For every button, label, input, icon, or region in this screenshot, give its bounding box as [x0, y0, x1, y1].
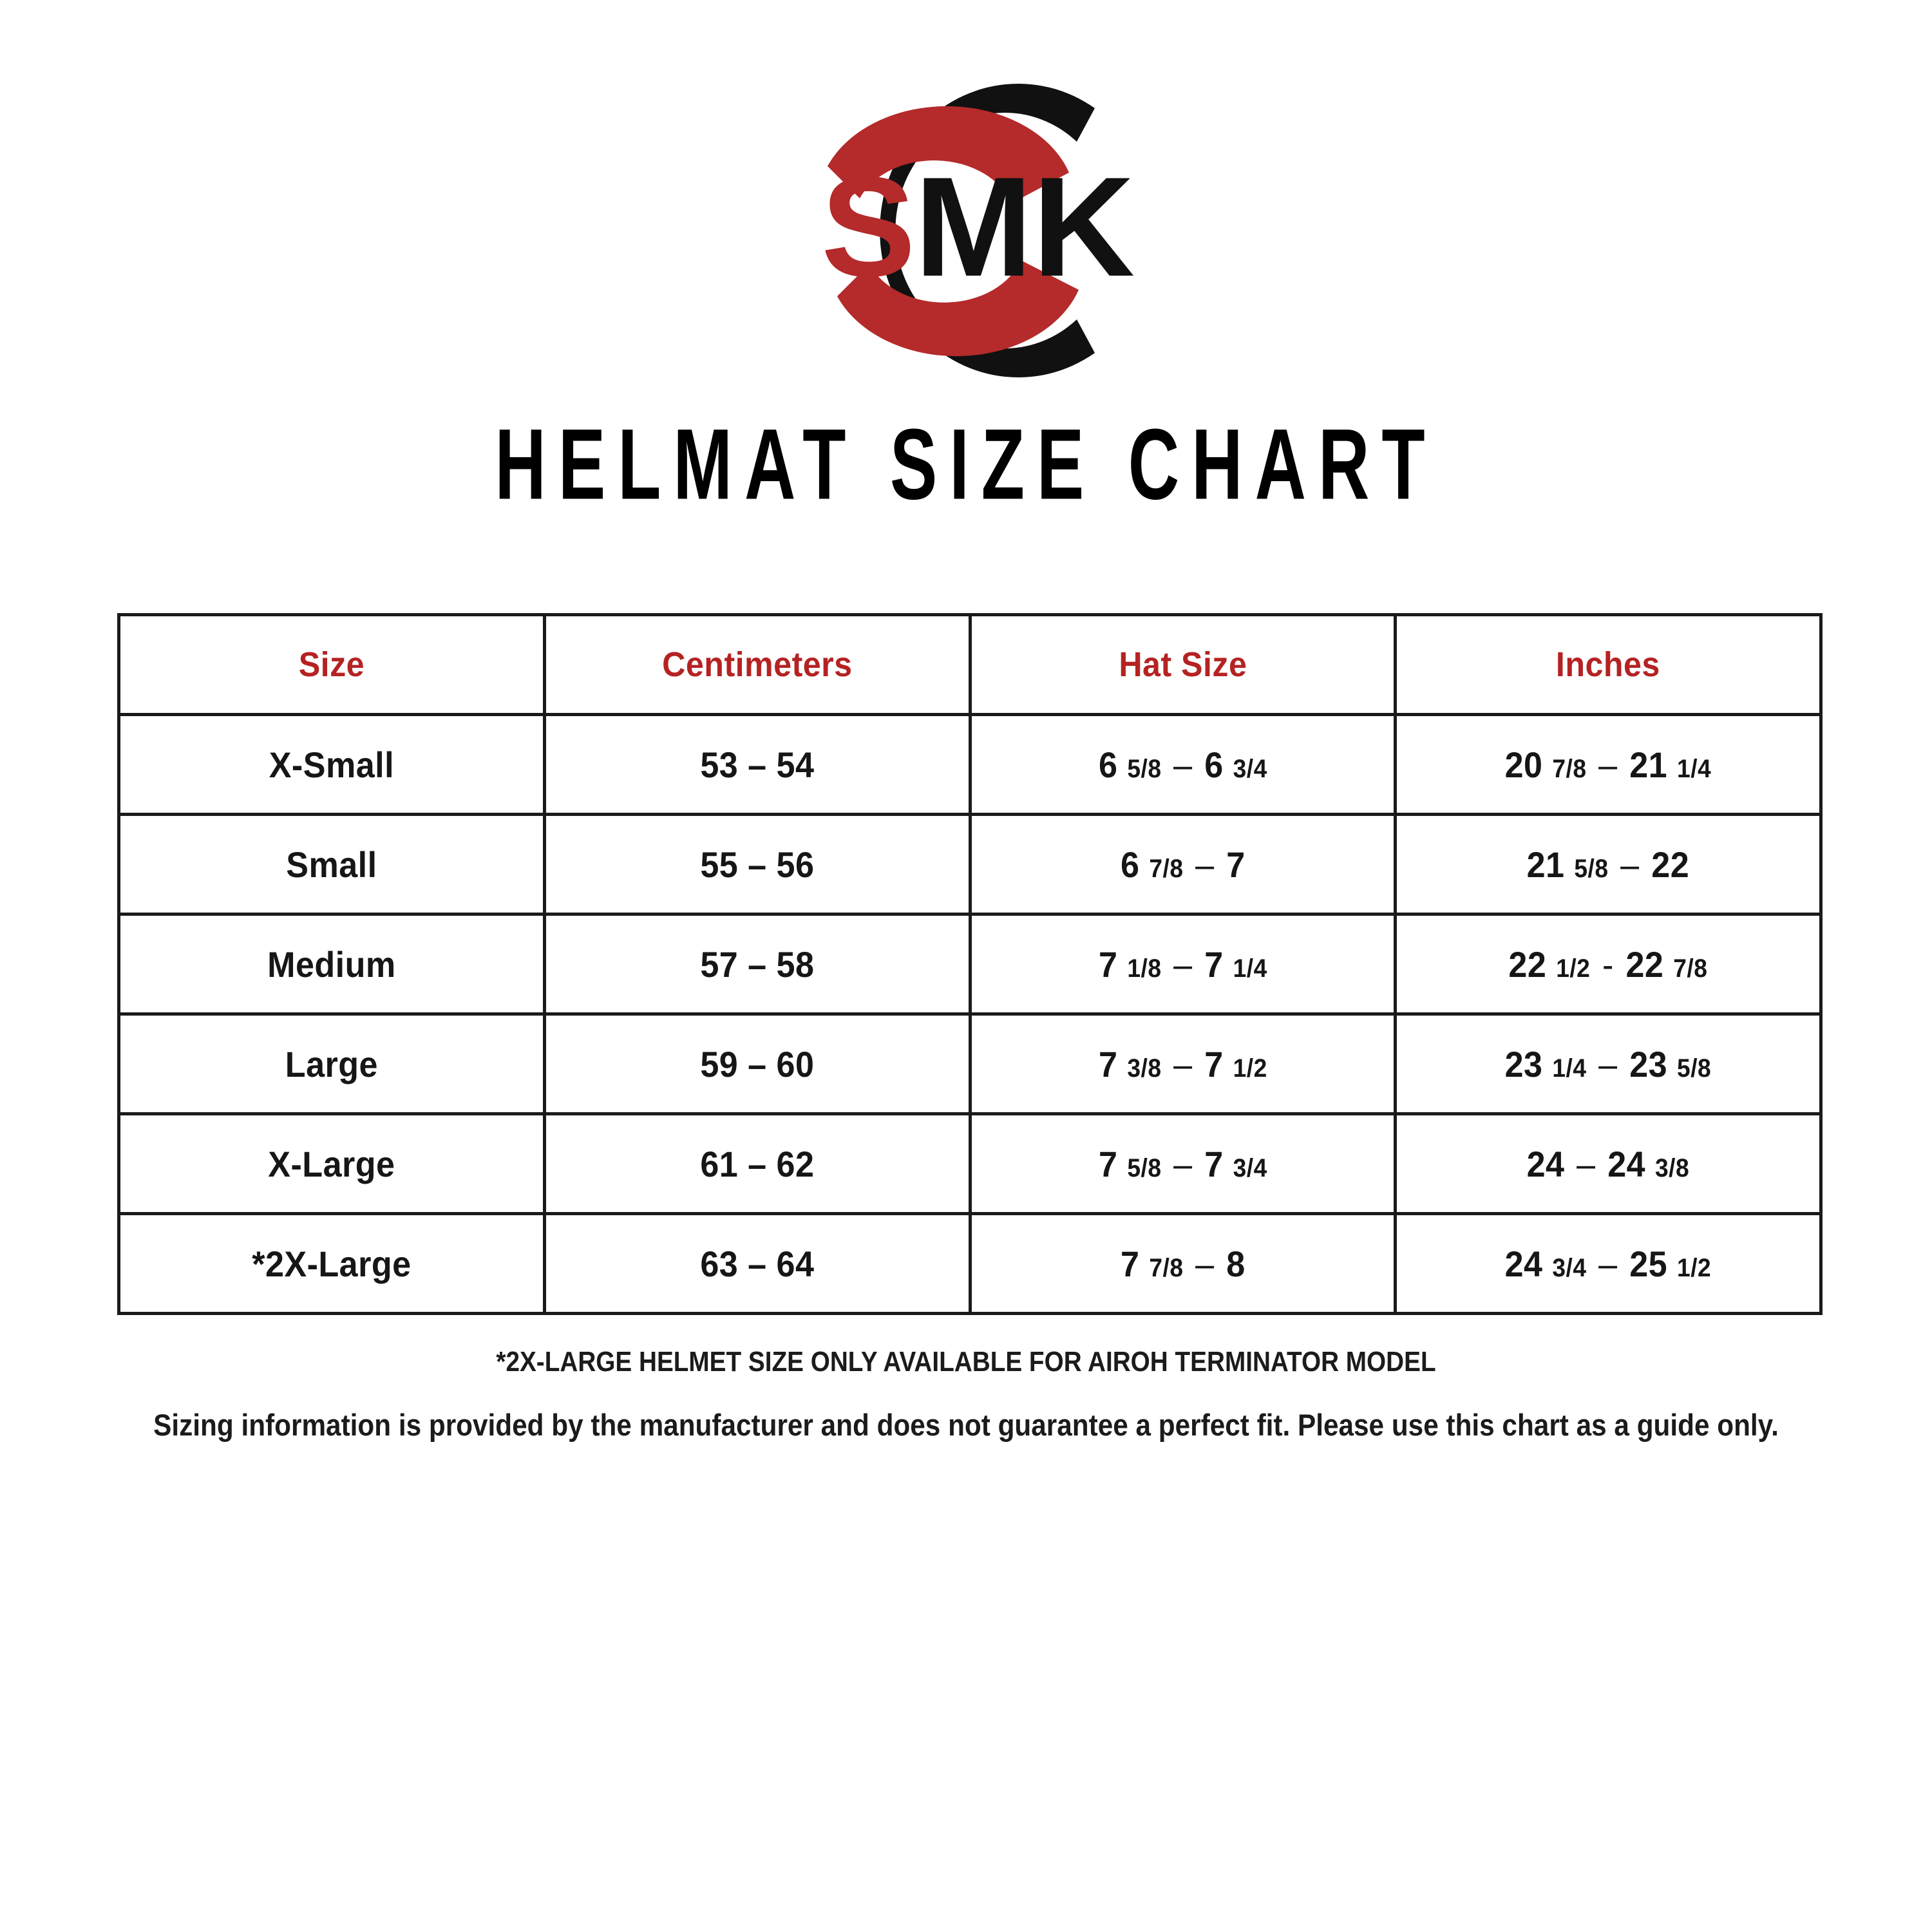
- cell-size-label: Medium: [267, 943, 396, 985]
- cell-inches: 24 3/4 – 25 1/2: [1394, 1212, 1823, 1315]
- cell-hat-size-value: 7 5/8 – 7 3/4: [1098, 1143, 1267, 1184]
- cell-centimeters: 53 – 54: [542, 713, 972, 816]
- cell-centimeters: 57 – 58: [542, 913, 972, 1016]
- cell-inches-value: 24 3/4 – 25 1/2: [1504, 1243, 1712, 1284]
- footnote-availability: *2X-LARGE HELMET SIZE ONLY AVAILABLE FOR…: [496, 1346, 1436, 1378]
- cell-centimeters-value: 55 – 56: [700, 844, 815, 885]
- column-header-hat-size-label: Hat Size: [1118, 645, 1247, 684]
- cell-size: Medium: [117, 913, 546, 1016]
- helmet-size-table: Size Centimeters Hat Size Inches X-Small…: [117, 613, 1823, 1315]
- cell-centimeters-value: 63 – 64: [700, 1243, 815, 1284]
- cell-inches: 22 1/2 - 22 7/8: [1394, 913, 1823, 1016]
- table-body: X-Small 53 – 54 6 5/8 – 6 3/4 20 7/8 – 21 1…: [117, 713, 1823, 1315]
- cell-inches-value: 21 5/8 – 22: [1526, 844, 1690, 885]
- column-header-centimeters: Centimeters: [542, 613, 972, 716]
- cell-hat-size: 7 1/8 – 7 1/4: [968, 913, 1397, 1016]
- cell-size-label: X-Large: [268, 1143, 395, 1184]
- table-row: Medium 57 – 58 7 1/8 – 7 1/4 22 1/2 - 22 7/…: [117, 913, 1823, 1016]
- column-header-size-label: Size: [298, 645, 365, 684]
- cell-inches: 23 1/4 – 23 5/8: [1394, 1012, 1823, 1115]
- cell-size-label: X-Small: [269, 744, 395, 785]
- brand-logo: S MK: [0, 0, 1932, 392]
- table-row: X-Small 53 – 54 6 5/8 – 6 3/4 20 7/8 – 21 1…: [117, 713, 1823, 816]
- table-header-row: Size Centimeters Hat Size Inches: [117, 613, 1823, 716]
- logo-letters-mk: MK: [914, 147, 1135, 306]
- cell-inches: 24 – 24 3/8: [1394, 1112, 1823, 1215]
- cell-inches-value: 22 1/2 - 22 7/8: [1508, 943, 1708, 985]
- cell-centimeters: 61 – 62: [542, 1112, 972, 1215]
- cell-centimeters-value: 61 – 62: [700, 1143, 815, 1184]
- cell-hat-size: 6 7/8 – 7: [968, 813, 1397, 916]
- cell-hat-size: 6 5/8 – 6 3/4: [968, 713, 1397, 816]
- logo-red-arc-top: [828, 106, 1069, 204]
- page-title: HELMAT SIZE CHART: [495, 408, 1437, 521]
- cell-centimeters: 55 – 56: [542, 813, 972, 916]
- table-row: *2X-Large 63 – 64 7 7/8 – 8 24 3/4 – 25 1/2: [117, 1212, 1823, 1315]
- cell-hat-size: 7 3/8 – 7 1/2: [968, 1012, 1397, 1115]
- cell-centimeters-value: 57 – 58: [700, 943, 815, 985]
- logo-black-ring: [880, 84, 1095, 377]
- footnote-disclaimer: Sizing information is provided by the ma…: [153, 1408, 1779, 1442]
- size-chart-container: Size Centimeters Hat Size Inches X-Small…: [117, 613, 1823, 1315]
- logo-letter-s: S: [821, 147, 916, 306]
- cell-centimeters-value: 53 – 54: [700, 744, 815, 785]
- cell-hat-size-value: 7 3/8 – 7 1/2: [1098, 1043, 1267, 1084]
- column-header-centimeters-label: Centimeters: [661, 645, 853, 684]
- cell-hat-size-value: 6 5/8 – 6 3/4: [1098, 744, 1267, 785]
- cell-size: X-Large: [117, 1112, 546, 1215]
- table-row: X-Large 61 – 62 7 5/8 – 7 3/4 24 – 24 3/8: [117, 1112, 1823, 1215]
- cell-hat-size-value: 7 1/8 – 7 1/4: [1098, 943, 1267, 985]
- cell-size: Large: [117, 1012, 546, 1115]
- cell-size: X-Small: [117, 713, 546, 816]
- logo-red-arc-bottom: [837, 260, 1079, 357]
- cell-inches: 21 5/8 – 22: [1394, 813, 1823, 916]
- cell-size-label: Small: [286, 844, 377, 885]
- cell-inches-value: 23 1/4 – 23 5/8: [1504, 1043, 1712, 1084]
- cell-size-label: *2X-Large: [252, 1243, 412, 1284]
- column-header-size: Size: [117, 613, 546, 716]
- table-row: Small 55 – 56 6 7/8 – 7 21 5/8 – 22: [117, 813, 1823, 916]
- cell-hat-size: 7 7/8 – 8: [968, 1212, 1397, 1315]
- cell-centimeters: 63 – 64: [542, 1212, 972, 1315]
- column-header-hat-size: Hat Size: [968, 613, 1397, 716]
- smk-logo-icon: S MK: [821, 84, 1135, 377]
- cell-size-label: Large: [285, 1043, 378, 1084]
- cell-hat-size-value: 7 7/8 – 8: [1120, 1243, 1245, 1284]
- table-row: Large 59 – 60 7 3/8 – 7 1/2 23 1/4 – 23 5/8: [117, 1012, 1823, 1115]
- cell-size: *2X-Large: [117, 1212, 546, 1315]
- cell-inches: 20 7/8 – 21 1/4: [1394, 713, 1823, 816]
- cell-inches-value: 24 – 24 3/8: [1526, 1143, 1690, 1184]
- cell-centimeters-value: 59 – 60: [700, 1043, 815, 1084]
- cell-centimeters: 59 – 60: [542, 1012, 972, 1115]
- column-header-inches-label: Inches: [1556, 645, 1661, 684]
- cell-inches-value: 20 7/8 – 21 1/4: [1504, 744, 1712, 785]
- column-header-inches: Inches: [1394, 613, 1823, 716]
- cell-size: Small: [117, 813, 546, 916]
- cell-hat-size: 7 5/8 – 7 3/4: [968, 1112, 1397, 1215]
- cell-hat-size-value: 6 7/8 – 7: [1120, 844, 1245, 885]
